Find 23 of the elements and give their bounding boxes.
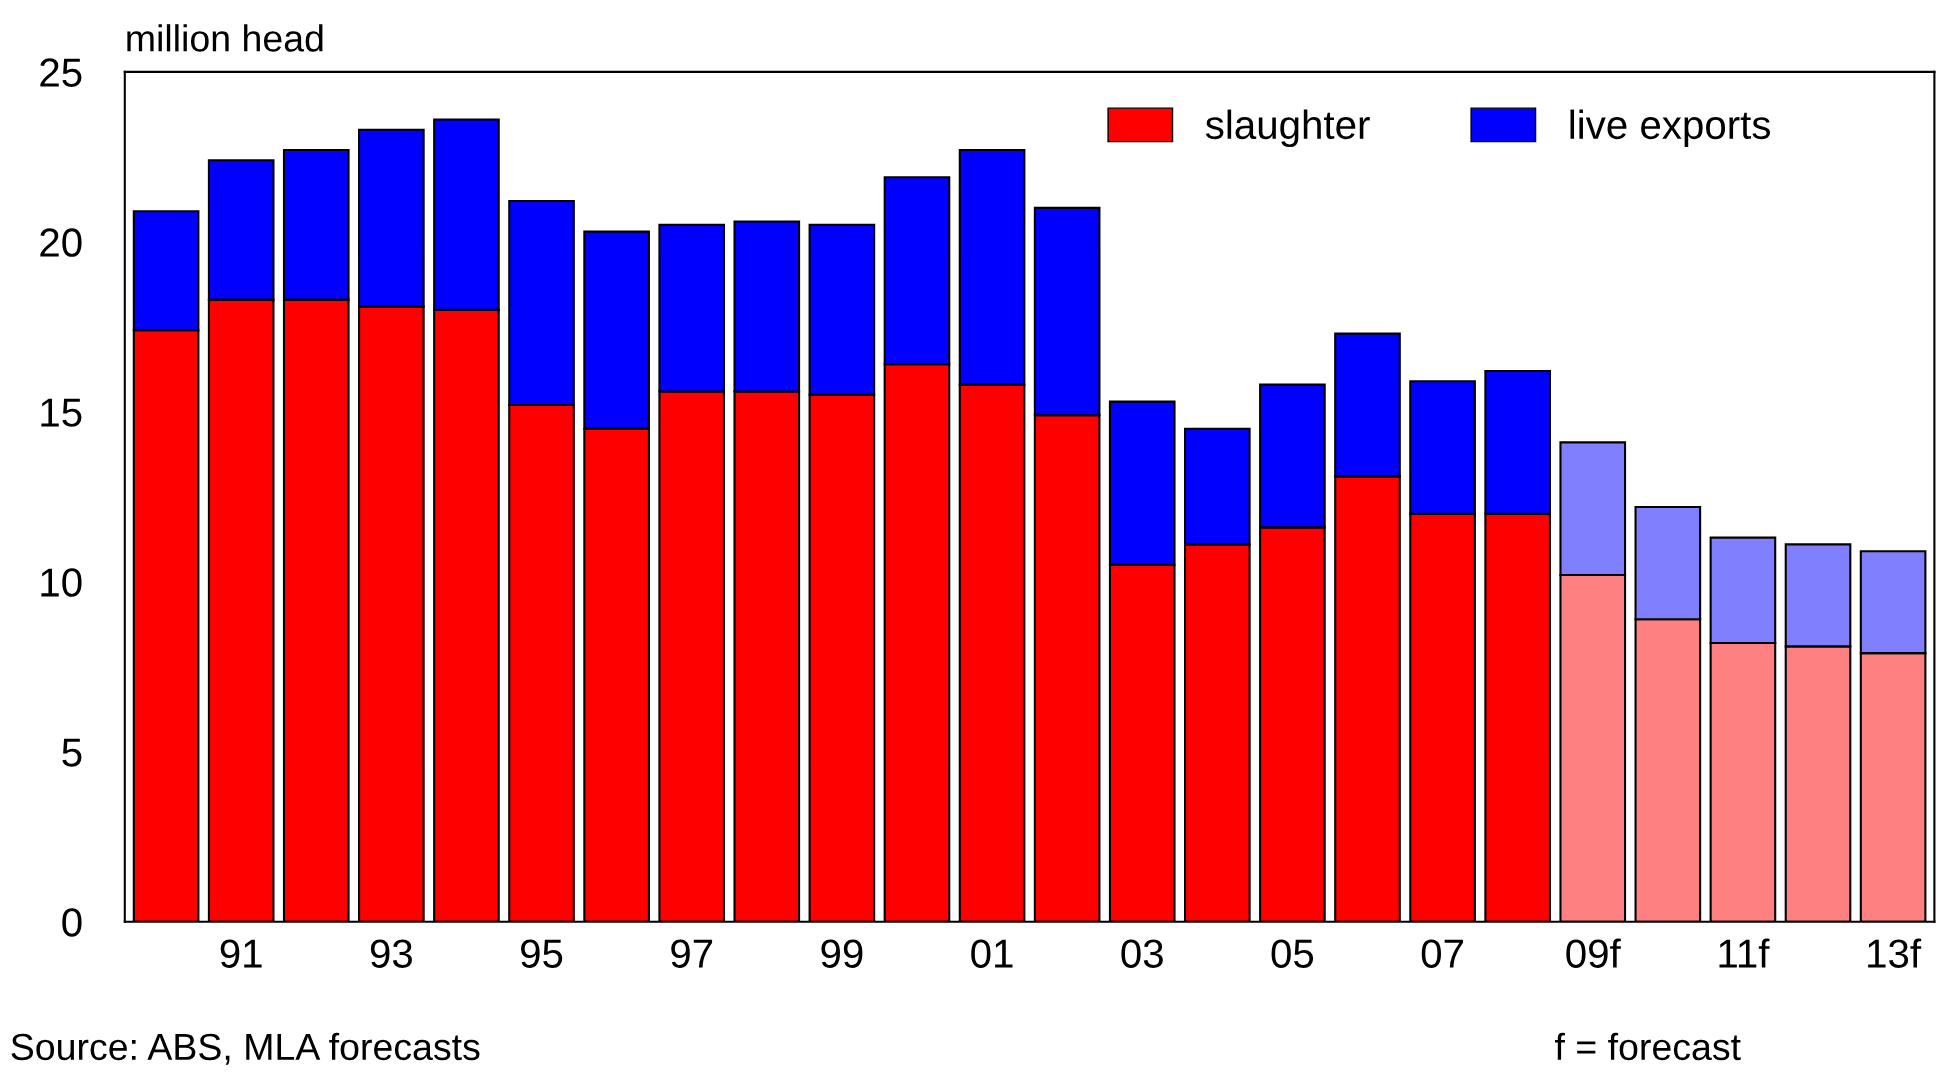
text: f = forecast xyxy=(1555,1032,1741,1061)
x-tick-label: 05 xyxy=(1271,939,1314,968)
legend-label: live exports xyxy=(1570,109,1771,148)
y-tick-label: 10 xyxy=(41,568,82,597)
x-tick-label: 09f xyxy=(1566,938,1621,968)
x-tick-label: 03 xyxy=(1121,939,1163,968)
x-tick-label: 99 xyxy=(821,939,863,968)
x-tick-label: 11f xyxy=(1719,938,1770,968)
source-note: Source: ABS, MLA forecasts xyxy=(11,1032,480,1065)
x-tick-label: 01 xyxy=(971,939,1013,968)
x-tick-label: 07 xyxy=(1421,939,1463,968)
legend-label: slaughter xyxy=(1205,109,1370,148)
x-tick-label: 97 xyxy=(671,939,713,968)
y-tick-label: 25 xyxy=(40,58,82,87)
x-tick-label: 91 xyxy=(220,939,262,968)
x-tick-label: 95 xyxy=(521,939,563,968)
x-tick-label: 93 xyxy=(370,939,412,968)
y-tick-label: 5 xyxy=(62,738,82,767)
y-tick-label: 0 xyxy=(62,908,82,937)
y-axis-title: million head xyxy=(127,24,323,52)
x-tick-label: 13f xyxy=(1868,938,1922,968)
y-tick-label: 15 xyxy=(41,398,82,427)
y-tick-label: 20 xyxy=(40,228,82,257)
